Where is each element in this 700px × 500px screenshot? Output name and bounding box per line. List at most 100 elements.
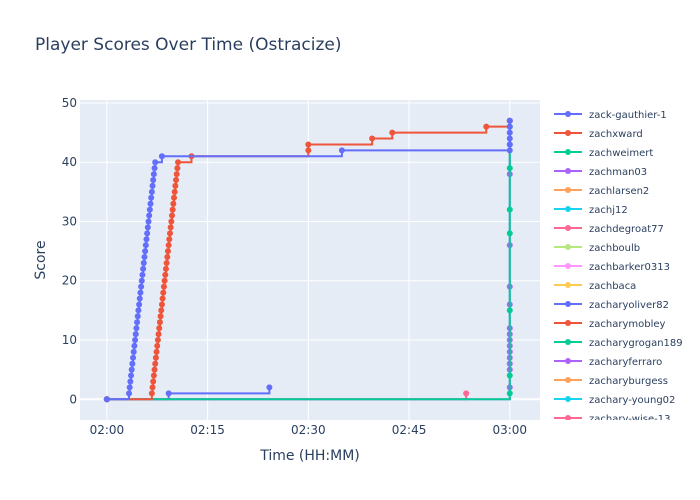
- data-point[interactable]: [144, 230, 151, 237]
- data-point[interactable]: [338, 147, 345, 154]
- legend-item[interactable]: zack-gauthier-1: [554, 110, 667, 121]
- data-point[interactable]: [170, 200, 177, 207]
- data-point[interactable]: [136, 301, 143, 308]
- legend-item[interactable]: zachweimert: [554, 148, 653, 159]
- data-point[interactable]: [151, 165, 158, 172]
- data-point[interactable]: [142, 248, 149, 255]
- data-point[interactable]: [164, 248, 171, 255]
- data-point[interactable]: [158, 307, 165, 314]
- data-point[interactable]: [145, 218, 152, 225]
- data-point[interactable]: [162, 271, 169, 278]
- data-point[interactable]: [162, 265, 169, 272]
- data-point[interactable]: [149, 384, 156, 391]
- data-point[interactable]: [171, 194, 178, 201]
- data-point[interactable]: [389, 129, 396, 136]
- data-point[interactable]: [130, 348, 137, 355]
- data-point[interactable]: [142, 242, 149, 249]
- legend-item[interactable]: zacharyferraro: [554, 357, 662, 368]
- data-point[interactable]: [506, 206, 513, 213]
- data-point[interactable]: [152, 360, 159, 367]
- plot-area[interactable]: [80, 100, 540, 420]
- legend-item[interactable]: zachdegroat77: [554, 224, 664, 235]
- data-point[interactable]: [146, 206, 153, 213]
- data-point[interactable]: [126, 384, 133, 391]
- data-point[interactable]: [149, 182, 156, 189]
- data-point[interactable]: [136, 295, 143, 302]
- legend-item[interactable]: zachbarker0313: [554, 262, 670, 273]
- data-point[interactable]: [150, 177, 157, 183]
- data-point[interactable]: [138, 277, 145, 284]
- data-point[interactable]: [140, 259, 147, 266]
- data-point[interactable]: [146, 212, 153, 219]
- data-point[interactable]: [134, 319, 141, 326]
- data-point[interactable]: [150, 171, 157, 178]
- data-point[interactable]: [506, 135, 513, 142]
- legend-item[interactable]: zacharygrogan189: [554, 338, 683, 349]
- data-point[interactable]: [165, 242, 172, 249]
- data-point[interactable]: [129, 360, 136, 367]
- data-point[interactable]: [506, 390, 513, 397]
- data-point[interactable]: [305, 141, 312, 148]
- data-point[interactable]: [154, 342, 161, 349]
- data-point[interactable]: [506, 165, 513, 172]
- data-point[interactable]: [143, 236, 150, 243]
- legend-item[interactable]: zacharymobley: [554, 319, 666, 330]
- data-point[interactable]: [506, 141, 513, 148]
- data-point[interactable]: [148, 194, 155, 201]
- data-point[interactable]: [171, 188, 178, 195]
- data-point[interactable]: [305, 147, 312, 154]
- data-point[interactable]: [173, 171, 180, 178]
- data-point[interactable]: [103, 396, 110, 403]
- data-point[interactable]: [148, 188, 155, 195]
- data-point[interactable]: [139, 271, 146, 278]
- data-point[interactable]: [483, 123, 490, 130]
- data-point[interactable]: [160, 289, 167, 296]
- data-point[interactable]: [148, 390, 155, 397]
- data-point[interactable]: [152, 354, 159, 361]
- data-point[interactable]: [506, 230, 513, 237]
- data-point[interactable]: [150, 378, 157, 385]
- data-point[interactable]: [131, 342, 138, 349]
- data-point[interactable]: [135, 307, 142, 314]
- data-point[interactable]: [137, 289, 144, 296]
- legend-item[interactable]: zachlarsen2: [554, 186, 649, 197]
- data-point[interactable]: [140, 265, 147, 272]
- legend[interactable]: zack-gauthier-1 zachxward zachweimert zachm…: [554, 110, 683, 425]
- data-point[interactable]: [506, 129, 513, 136]
- legend-item[interactable]: zachman03: [554, 167, 647, 178]
- data-point[interactable]: [175, 159, 182, 166]
- data-point[interactable]: [155, 331, 162, 338]
- data-point[interactable]: [506, 117, 513, 124]
- data-point[interactable]: [128, 372, 135, 379]
- data-point[interactable]: [130, 354, 137, 361]
- data-point[interactable]: [506, 372, 513, 379]
- data-point[interactable]: [173, 177, 180, 183]
- data-point[interactable]: [151, 366, 158, 373]
- data-point[interactable]: [150, 372, 157, 379]
- data-point[interactable]: [166, 230, 173, 237]
- data-point[interactable]: [157, 313, 164, 320]
- legend-item[interactable]: zachbaca: [554, 281, 636, 292]
- data-point[interactable]: [154, 337, 161, 343]
- data-point[interactable]: [144, 224, 151, 231]
- legend-item[interactable]: zachj12: [554, 205, 628, 216]
- data-point[interactable]: [160, 283, 167, 290]
- data-point[interactable]: [158, 301, 165, 308]
- data-point[interactable]: [156, 319, 163, 326]
- data-point[interactable]: [128, 366, 135, 373]
- data-point[interactable]: [369, 135, 376, 142]
- data-point[interactable]: [174, 165, 181, 172]
- data-point[interactable]: [153, 348, 160, 355]
- data-point[interactable]: [126, 390, 133, 397]
- data-point[interactable]: [152, 159, 159, 166]
- legend-item[interactable]: zachxward: [554, 129, 643, 140]
- data-point[interactable]: [132, 331, 139, 338]
- data-point[interactable]: [463, 390, 470, 397]
- data-point[interactable]: [506, 123, 513, 130]
- data-point[interactable]: [169, 212, 175, 219]
- legend-item[interactable]: zacharyoliver82: [554, 300, 669, 311]
- data-point[interactable]: [127, 378, 134, 385]
- data-point[interactable]: [506, 307, 513, 314]
- data-point[interactable]: [506, 147, 513, 154]
- data-point[interactable]: [156, 325, 163, 332]
